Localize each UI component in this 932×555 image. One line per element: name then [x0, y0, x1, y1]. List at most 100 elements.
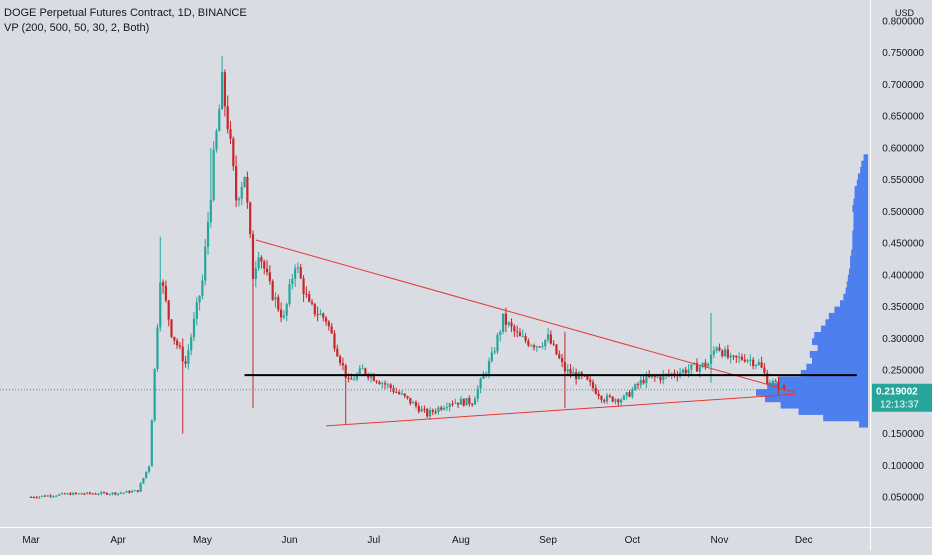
candle-body	[594, 387, 597, 394]
candle-body	[670, 373, 673, 375]
volume-profile-bar	[828, 312, 868, 320]
candle-body	[462, 398, 465, 406]
candle-body	[249, 202, 252, 235]
candle-body	[190, 337, 193, 351]
price-tick-label: 0.050000	[882, 493, 924, 504]
candle-body	[723, 349, 727, 357]
candle-body	[709, 354, 713, 364]
candle-body	[88, 492, 92, 494]
volume-profile-bar	[834, 306, 868, 314]
candle-body	[428, 410, 432, 417]
time-tick-label: Jun	[281, 535, 297, 546]
candle-body	[611, 396, 614, 402]
candle-body	[409, 397, 412, 404]
candle-body	[305, 293, 308, 295]
candle-body	[55, 495, 58, 497]
candle-body	[440, 407, 443, 410]
volume-profile-bar	[806, 363, 868, 371]
candle-body	[549, 334, 552, 344]
candle-body	[774, 380, 777, 382]
candle-body	[218, 109, 221, 132]
candle-body	[681, 369, 685, 373]
last-price-value: 0.219002	[876, 387, 918, 398]
candle-body	[164, 285, 167, 301]
candle-body	[226, 106, 229, 130]
candle-body	[86, 492, 89, 494]
candle-body	[437, 407, 440, 413]
candle-body	[246, 176, 249, 203]
time-axis[interactable]: Mar Apr May Jun Jul Aug Sep Oct Nov Dec	[22, 535, 812, 546]
candle-body	[398, 392, 401, 394]
candle-body	[38, 496, 41, 498]
candle-body	[560, 358, 564, 362]
volume-profile-bar	[809, 351, 868, 358]
volume-profile-bar	[814, 331, 868, 339]
time-tick-label: Sep	[539, 535, 557, 546]
candle-body	[97, 494, 100, 496]
candle-body	[204, 246, 207, 281]
volume-profile-bar	[825, 319, 868, 327]
candle-body	[330, 326, 333, 334]
candle-body	[43, 495, 47, 497]
price-axis[interactable]: 0.0500000.1000000.1500000.2000000.250000…	[882, 17, 924, 504]
candle-body	[358, 368, 361, 374]
candle-body	[268, 272, 271, 282]
candle-body	[743, 359, 746, 362]
time-tick-label: Jul	[367, 535, 380, 546]
price-tick-label: 0.750000	[882, 48, 924, 59]
candle-body	[111, 492, 114, 495]
candle-body	[642, 379, 645, 384]
volume-profile-bar	[852, 236, 868, 244]
candle-body	[94, 493, 97, 495]
candle-body	[178, 345, 182, 347]
candle-body	[220, 72, 224, 110]
candle-body	[383, 383, 387, 385]
candle-body	[732, 355, 735, 357]
candle-body	[538, 346, 541, 348]
candle-body	[614, 399, 617, 402]
time-tick-label: Nov	[711, 535, 729, 546]
last-price-countdown: 12:13:37	[880, 400, 919, 411]
candle-body	[282, 315, 286, 318]
candle-body	[752, 359, 755, 367]
candle-body	[766, 373, 769, 384]
candle-body	[659, 376, 662, 381]
candle-body	[105, 492, 108, 495]
candle-body	[546, 334, 550, 340]
candle-body	[181, 346, 184, 362]
candle-body	[184, 361, 187, 364]
candle-body	[442, 408, 446, 410]
candle-body	[257, 257, 260, 269]
candle-body	[235, 166, 238, 201]
candle-body	[746, 360, 749, 362]
candle-body	[459, 398, 463, 405]
chart-legend: DOGE Perpetual Futures Contract, 1D, BIN…	[4, 6, 247, 36]
candle-body	[198, 295, 201, 303]
candle-body	[260, 257, 263, 262]
candle-body	[729, 355, 732, 358]
price-tick-label: 0.350000	[882, 302, 924, 313]
candle-body	[465, 398, 468, 406]
candle-body	[431, 410, 434, 412]
time-tick-label: Aug	[452, 535, 470, 546]
candle-body	[721, 350, 724, 357]
candle-body	[468, 398, 471, 404]
candle-body	[586, 375, 589, 380]
candle-body	[490, 352, 493, 362]
candle-body	[74, 492, 78, 494]
candle-body	[201, 280, 204, 296]
candle-body	[513, 326, 516, 332]
candle-body	[375, 380, 378, 383]
candle-body	[176, 340, 179, 346]
candle-body	[46, 495, 49, 497]
volume-profile-bar	[853, 211, 868, 219]
candle-body	[122, 492, 125, 494]
drawings	[0, 239, 870, 427]
indicator-label[interactable]: VP (200, 500, 50, 30, 2, Both)	[4, 22, 150, 34]
candle-body	[274, 297, 277, 300]
candle-body	[454, 402, 457, 404]
candle-body	[541, 346, 544, 348]
